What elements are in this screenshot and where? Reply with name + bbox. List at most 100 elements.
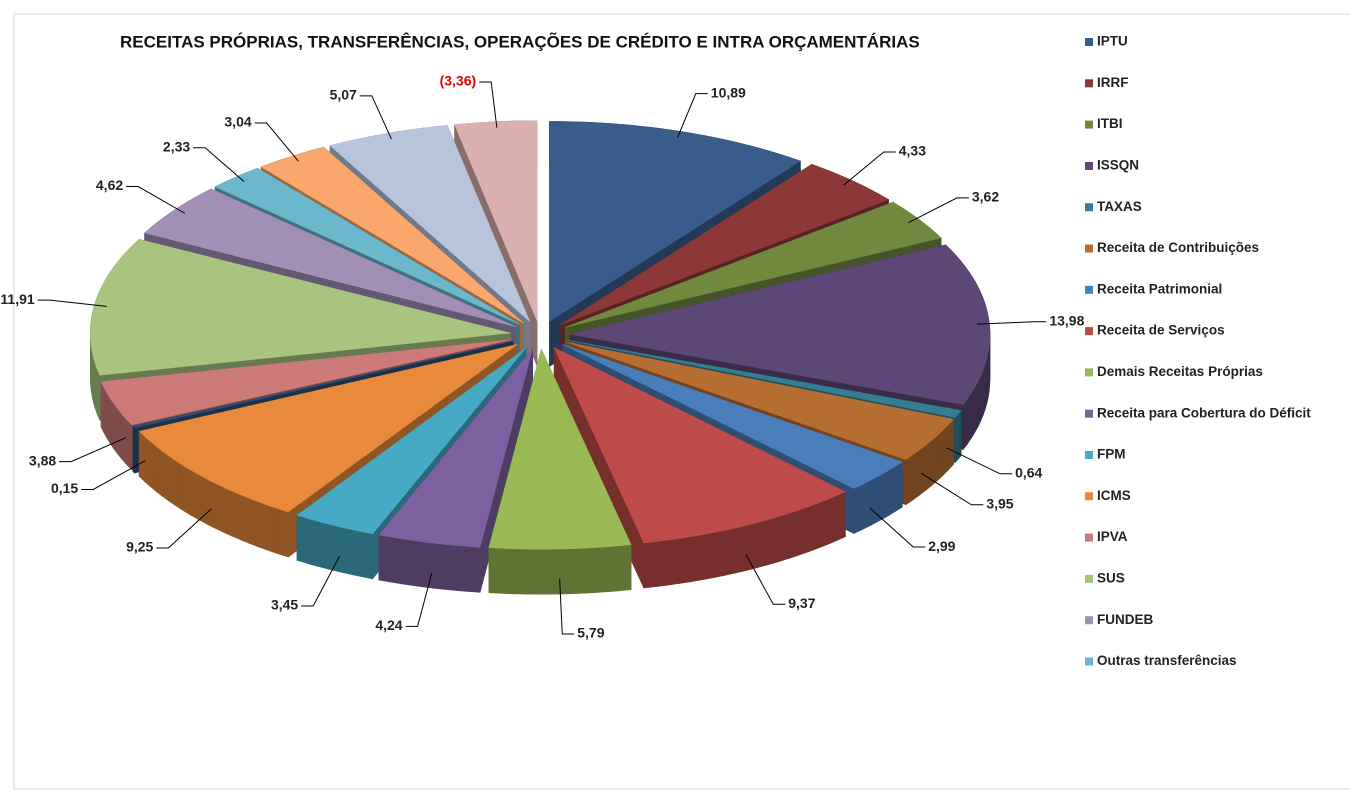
slice-wall [197,473,207,525]
slice [296,347,527,535]
legend-label: Outras transferências [1097,653,1237,668]
slice-wall [422,541,435,589]
slice [260,146,524,324]
slice [90,239,511,376]
slice-wall [678,536,692,584]
slice-wall [788,509,799,559]
slice-wall [817,499,828,549]
leader-line [193,147,245,182]
legend-label: Receita de Serviços [1097,323,1225,338]
slice-wall [559,548,573,595]
data-label: 4,33 [899,143,926,159]
slice-wall [94,363,98,415]
slice-wall [925,439,933,491]
slice-wall [778,513,789,563]
slice-wall [894,461,903,513]
slice-wall [746,522,758,571]
slice-wall [667,538,680,586]
slice-wall [548,548,561,595]
slice-wall [240,494,250,544]
slice [567,340,962,418]
leader-line [869,507,926,548]
slice-wall [912,449,920,501]
legend-label: IPVA [1097,529,1128,544]
legend-label: ITBI [1097,116,1123,131]
slice-wall [970,386,975,440]
data-label: 13,98 [1049,312,1084,328]
leader-line [908,197,969,224]
slice-wall [690,534,703,583]
slice-wall [643,541,656,589]
slice-wall [434,542,447,590]
legend-swatch [1085,574,1093,583]
slice-wall [214,482,224,533]
slice-wall [767,516,779,566]
slice-wall [258,501,269,551]
slice [144,188,516,327]
slice [565,201,942,328]
legend-swatch [1085,244,1093,253]
slice-wall [862,479,872,530]
legend-swatch [1085,79,1093,88]
data-label: 5,79 [577,625,604,641]
slice-wall [974,381,979,433]
slice-wall [268,505,279,555]
data-label: 3,62 [972,189,999,205]
legend-swatch [1085,616,1093,625]
slice-wall [468,546,481,593]
legend-label: SUS [1097,570,1125,585]
data-label: 2,33 [163,138,190,154]
slice-wall [827,495,837,545]
slice-wall [524,548,537,595]
slice-wall [982,364,986,416]
legend-swatch [1085,327,1093,336]
slice-wall [349,528,362,578]
data-label: 5,07 [330,87,357,103]
leader-line [126,186,186,214]
data-label: 0,64 [1015,464,1042,480]
slice-wall [870,475,880,526]
leader-line [81,460,146,490]
data-label: 3,95 [986,495,1013,511]
slice [553,347,846,544]
leader-line [359,95,392,140]
leader-line [59,437,126,463]
slice-wall [962,398,968,451]
slice-wall [456,545,469,592]
chart-title: RECEITAS PRÓPRIAS, TRANSFERÊNCIAS, OPERA… [120,31,920,51]
slice [566,341,955,460]
slice-wall [954,413,959,464]
data-label: 3,88 [29,452,56,468]
legend-swatch [1085,38,1093,46]
leader-line [677,93,708,138]
slice-wall [249,498,260,548]
slice-wall [500,548,513,595]
slice [214,167,520,325]
slice-wall [836,491,846,542]
legend-label: ICMS [1097,488,1131,503]
slice-wall [205,478,215,529]
leader-line [254,122,299,162]
data-label: (3,36) [440,73,477,89]
slice-wall [583,547,597,594]
legend-swatch [1085,161,1093,170]
data-label: 3,04 [224,114,251,130]
slice-wall [948,418,954,471]
slice-wall [808,502,819,553]
slice-wall [713,529,725,579]
legend-swatch [1085,451,1093,459]
leader-line [301,555,341,607]
slice-wall [724,527,737,576]
legend-label: IRRF [1097,75,1129,90]
slice [562,344,903,489]
slice [378,348,533,548]
data-label: 4,24 [375,617,402,633]
slice-wall [190,469,199,520]
legend-label: Receita para Cobertura do Déficit [1097,405,1311,420]
slice-wall [338,526,351,575]
legend-swatch [1085,203,1093,212]
legend-label: IPTU [1097,34,1128,49]
legend-label: Receita de Contribuições [1097,240,1259,255]
slice-wall [853,483,863,534]
slice-wall [931,434,939,486]
